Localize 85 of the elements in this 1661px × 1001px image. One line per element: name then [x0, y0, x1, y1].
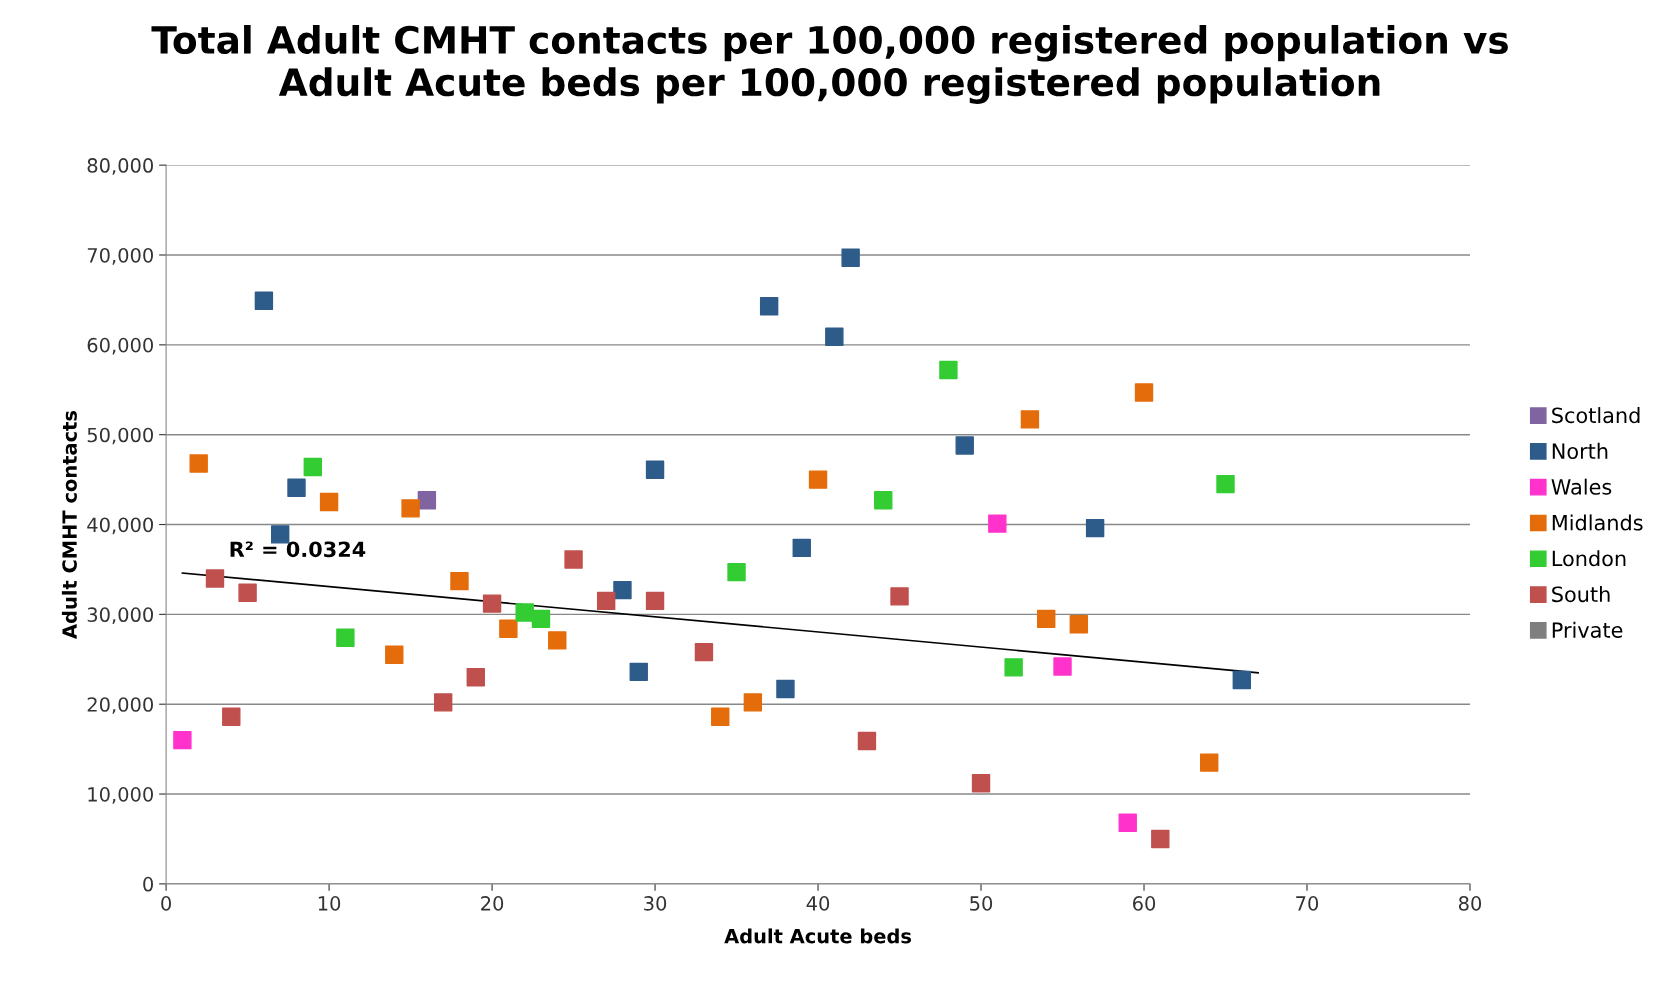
point	[727, 562, 746, 582]
legend-label: Scotland	[1552, 407, 1640, 424]
point	[450, 571, 469, 591]
point	[596, 591, 616, 611]
point	[988, 514, 1007, 533]
y-tick-label: 20,000	[87, 697, 153, 714]
point	[792, 538, 811, 558]
point	[548, 631, 567, 650]
point	[776, 679, 795, 699]
y-tick-label: 80,000	[87, 158, 153, 175]
legend-label: Wales	[1551, 478, 1612, 495]
x-tick-label: 60	[1133, 896, 1156, 911]
point	[808, 470, 828, 489]
y-tick-label: 0	[143, 876, 153, 892]
x-tick-label: 0	[161, 896, 171, 911]
point	[1200, 753, 1219, 772]
point	[694, 642, 714, 662]
point	[629, 662, 648, 682]
x-tick-label: 40	[806, 896, 830, 911]
point	[1216, 474, 1235, 494]
point	[1151, 829, 1170, 849]
point	[303, 457, 322, 477]
point	[874, 491, 893, 510]
y-axis-title: Adult CMHT contacts	[61, 410, 77, 639]
x-axis-title: Adult Acute beds	[724, 928, 912, 944]
point	[955, 436, 974, 455]
point	[173, 730, 192, 750]
point	[1085, 518, 1105, 538]
y-tick-label: 10,000	[88, 787, 153, 804]
point	[417, 491, 437, 510]
point	[433, 693, 453, 712]
point	[1232, 670, 1252, 690]
point	[401, 499, 420, 518]
legend-label: South	[1552, 586, 1610, 603]
point	[825, 327, 844, 346]
point	[1020, 410, 1040, 429]
point	[466, 668, 485, 687]
point	[222, 707, 241, 726]
y-tick-label: 40,000	[87, 517, 153, 535]
point	[1069, 615, 1089, 634]
legend-label: North	[1552, 442, 1608, 459]
point	[645, 460, 665, 479]
y-tick-label: 30,000	[87, 607, 153, 625]
y-tick-label: 70,000	[87, 247, 153, 265]
point	[482, 594, 502, 613]
point	[1037, 609, 1056, 629]
x-tick-label: 10	[318, 896, 341, 911]
x-tick-label: 20	[481, 896, 504, 911]
x-tick-label: 70	[1296, 896, 1319, 911]
point	[613, 580, 632, 600]
x-tick-label: 80	[1458, 896, 1482, 911]
y-tick-label: 50,000	[87, 427, 153, 445]
point	[890, 587, 909, 606]
point	[319, 492, 339, 512]
point	[336, 628, 355, 647]
point	[205, 569, 225, 588]
point	[759, 297, 779, 316]
point	[857, 731, 877, 751]
legend-label: Midlands	[1552, 514, 1643, 531]
point	[1118, 813, 1137, 832]
annotation: R² = 0.0324	[230, 541, 366, 558]
point	[1004, 658, 1023, 677]
point	[254, 291, 274, 311]
point	[564, 550, 583, 569]
point	[645, 591, 665, 611]
point	[515, 603, 534, 622]
point	[287, 478, 306, 497]
x-tick-label: 30	[644, 896, 667, 911]
point	[1134, 383, 1154, 402]
point	[499, 619, 518, 638]
point	[743, 693, 763, 712]
legend-label: Private	[1552, 621, 1623, 638]
point	[939, 360, 958, 380]
point	[1053, 657, 1072, 676]
point	[841, 248, 860, 267]
point	[971, 774, 991, 793]
chart-title: Total Adult CMHT contacts per 100,000 registered population vs Adult Acute beds per 100,000 registered population	[151, 25, 1508, 104]
x-tick-label: 50	[970, 896, 993, 911]
point	[385, 645, 404, 664]
point	[531, 609, 551, 629]
legend-label: London	[1552, 550, 1626, 567]
point	[711, 707, 730, 726]
y-tick-label: 60,000	[87, 337, 153, 355]
point	[238, 583, 257, 603]
point	[189, 454, 208, 473]
